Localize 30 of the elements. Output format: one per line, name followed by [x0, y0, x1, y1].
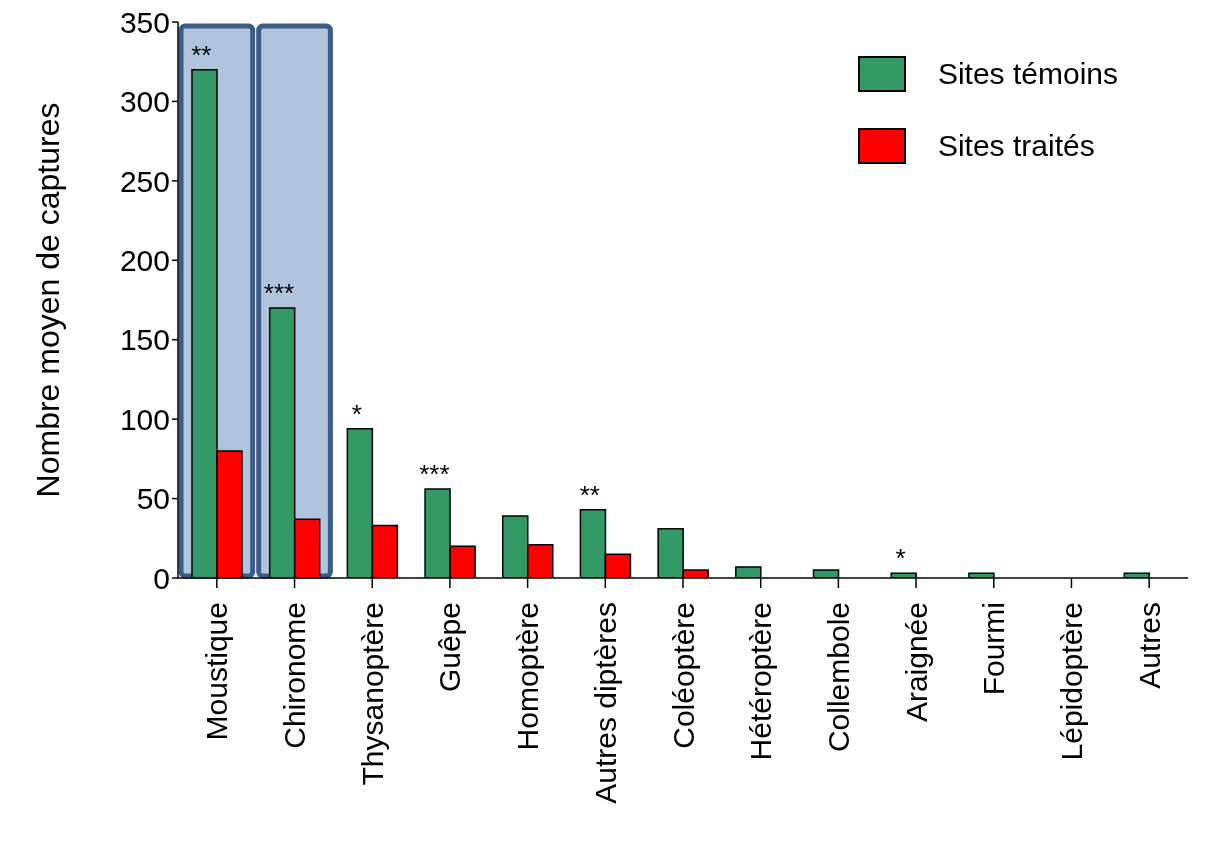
y-tick-label: 350 [119, 5, 170, 39]
legend-label: Sites témoins [937, 57, 1118, 91]
annotation: * [351, 398, 362, 429]
annotation: *** [419, 459, 450, 490]
y-axis-title: Nombre moyen de captures [30, 102, 67, 498]
x-tick-label: Lépidoptère [1054, 602, 1088, 761]
y-tick-label: 0 [153, 561, 170, 595]
x-tick-label: Chironome [278, 602, 312, 749]
x-tick-label: Collembole [821, 602, 855, 753]
x-tick-label: Autres diptères [588, 602, 622, 804]
x-tick-label: Moustique [200, 602, 234, 741]
annotation: *** [263, 277, 295, 308]
y-tick-label: 300 [119, 85, 170, 119]
y-tick-label: 250 [119, 164, 170, 198]
x-tick-label: Autres [1132, 602, 1166, 689]
x-tick-label: Fourmi [977, 602, 1011, 696]
annotation: ** [579, 479, 600, 510]
y-tick-label: 150 [119, 323, 170, 357]
x-tick-label: Homoptère [511, 602, 545, 751]
x-tick-label: Thysanoptère [355, 602, 389, 786]
x-tick-label: Hétéroptère [744, 602, 778, 761]
annotation: * [895, 543, 906, 574]
annotation: ** [191, 39, 212, 70]
y-tick-label: 100 [119, 402, 170, 436]
y-tick-label: 50 [136, 482, 170, 516]
x-tick-label: Araignée [899, 602, 933, 723]
legend-label: Sites traités [937, 129, 1095, 163]
y-tick-label: 200 [119, 243, 170, 277]
x-tick-label: Coléoptère [666, 602, 700, 749]
x-tick-label: Guêpe [433, 602, 467, 693]
